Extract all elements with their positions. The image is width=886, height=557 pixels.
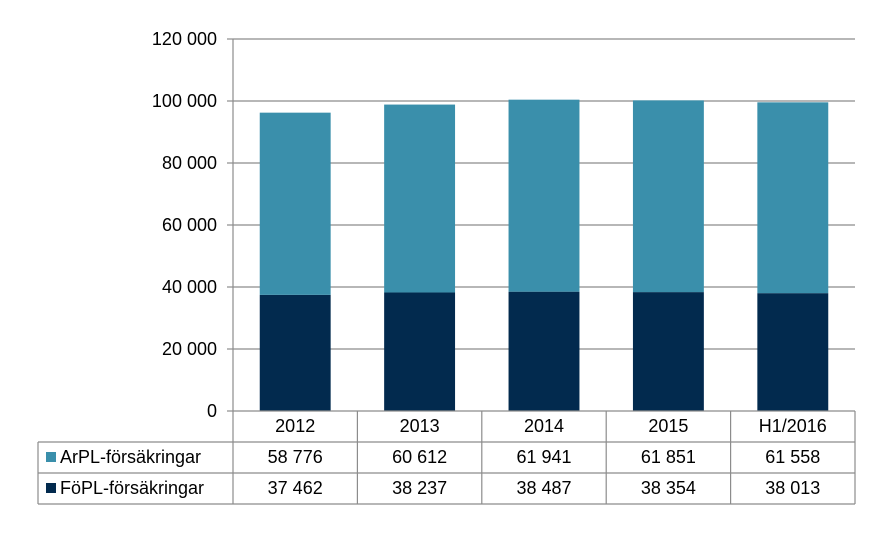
data-label: 61 851 (641, 447, 696, 467)
x-tick-label: 2012 (275, 416, 315, 436)
x-tick-label: 2013 (400, 416, 440, 436)
x-tick-label: H1/2016 (759, 416, 827, 436)
bar-arpl (508, 99, 580, 292)
data-label: 38 237 (392, 478, 447, 498)
y-tick-label: 120 000 (152, 29, 217, 49)
legend-label: ArPL-försäkringar (60, 447, 201, 467)
bar-fopl (508, 291, 580, 411)
bar-fopl (384, 292, 456, 411)
bar-arpl (384, 104, 456, 293)
bar-arpl (757, 102, 829, 294)
bars (259, 99, 829, 411)
legend-key (46, 452, 56, 462)
bar-fopl (632, 292, 704, 411)
data-label: 58 776 (268, 447, 323, 467)
y-axis-tick-labels: 0 20 000 40 000 60 000 80 000 100 000 120 000 (152, 29, 217, 421)
bar-arpl (259, 112, 331, 295)
data-label: 60 612 (392, 447, 447, 467)
data-label: 38 013 (765, 478, 820, 498)
bar-fopl (259, 294, 331, 411)
legend-label: FöPL-försäkringar (60, 478, 204, 498)
y-tick-label: 0 (207, 401, 217, 421)
y-tick-label: 100 000 (152, 91, 217, 111)
data-label: 38 487 (516, 478, 571, 498)
bar-fopl (757, 293, 829, 411)
x-tick-label: 2014 (524, 416, 564, 436)
data-label: 37 462 (268, 478, 323, 498)
y-tick-label: 20 000 (162, 339, 217, 359)
axes (227, 38, 234, 412)
data-table: 2012 2013 2014 2015 H1/2016 ArPL-försäkringar… (37, 410, 856, 505)
y-tick-label: 80 000 (162, 153, 217, 173)
legend-key (46, 483, 56, 493)
y-tick-label: 60 000 (162, 215, 217, 235)
data-label: 61 941 (516, 447, 571, 467)
data-label: 38 354 (641, 478, 696, 498)
y-tick-label: 40 000 (162, 277, 217, 297)
data-label: 61 558 (765, 447, 820, 467)
bar-arpl (632, 100, 704, 293)
x-tick-label: 2015 (648, 416, 688, 436)
